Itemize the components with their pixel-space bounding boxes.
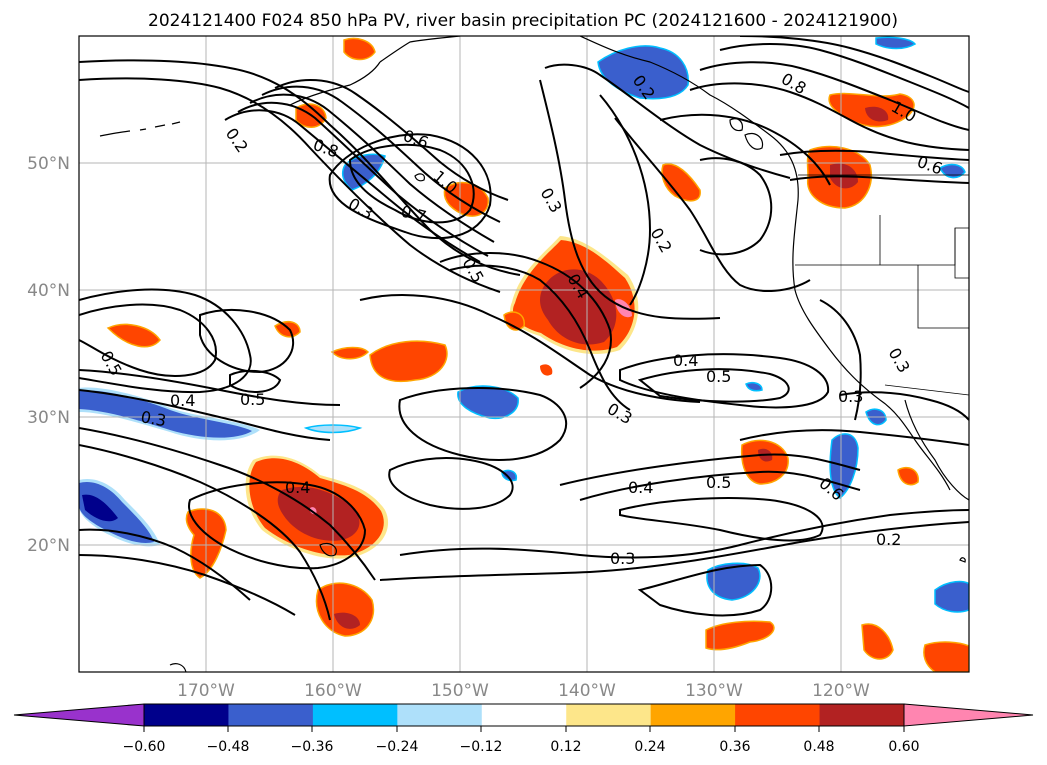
colorbar-segment xyxy=(312,704,398,726)
colorbar-label: 0.24 xyxy=(634,739,665,755)
precip-shading xyxy=(79,36,969,672)
precip-positive-area xyxy=(369,340,448,383)
map-frame xyxy=(78,35,970,673)
contour-label: 0.4 xyxy=(673,351,698,370)
contour-label: 0.4 xyxy=(628,478,653,497)
longitude-labels: 170°W 160°W 150°W 140°W 130°W 120°W xyxy=(177,681,870,701)
precip-negative-area xyxy=(875,36,917,50)
colorbar-label: 0.60 xyxy=(888,739,919,755)
precip-positive-area xyxy=(106,323,161,348)
map-background xyxy=(79,36,969,672)
pv-contours xyxy=(79,36,969,621)
colorbar-frame xyxy=(143,703,905,727)
colorbar-label: 0.12 xyxy=(550,739,581,755)
precip-positive-area xyxy=(865,106,889,122)
contour-label: 0.3 xyxy=(610,549,635,568)
colorbar-label: −0.36 xyxy=(291,739,334,755)
precip-positive-area xyxy=(923,641,969,672)
contour-label: 0.2 xyxy=(876,530,901,549)
colorbar-segment xyxy=(144,704,229,726)
colorbar-label: 0.48 xyxy=(803,739,834,755)
lon-label: 160°W xyxy=(304,681,362,701)
lat-label: 20°N xyxy=(27,536,70,556)
map-panel: 0.2 0.8 0.6 1.0 0.3 0.7 0.5 0.3 0.4 0.2 … xyxy=(78,35,970,673)
precip-positive-area xyxy=(861,623,894,660)
chart-title: 2024121400 F024 850 hPa PV, river basin … xyxy=(148,11,898,31)
precip-positive-area xyxy=(740,439,789,485)
colorbar-segment xyxy=(481,704,567,726)
precip-positive-area xyxy=(343,37,376,61)
coastlines xyxy=(99,36,969,672)
precip-negative-area xyxy=(82,494,118,522)
colorbar-label: 0.36 xyxy=(719,739,750,755)
colorbar-label: −0.48 xyxy=(207,739,250,755)
contour-label: 0.3 xyxy=(139,407,167,430)
colorbar-segment xyxy=(566,704,652,726)
colorbar-segment xyxy=(819,704,905,726)
contour-label: 0.3 xyxy=(838,387,863,406)
precip-negative-area xyxy=(934,580,969,613)
lon-label: 140°W xyxy=(558,681,616,701)
colorbar: −0.60 −0.48 −0.36 −0.24 −0.12 0.12 0.24 … xyxy=(13,703,1034,755)
contour-label: 0.5 xyxy=(706,367,731,386)
contour-label: 0.5 xyxy=(240,390,265,409)
precip-positive-area xyxy=(277,486,360,541)
precip-negative-area xyxy=(79,390,252,438)
precip-positive-area xyxy=(897,466,919,486)
precip-positive-area xyxy=(274,320,301,338)
precip-negative-area xyxy=(939,163,966,179)
colorbar-extend-max xyxy=(903,703,1034,727)
colorbar-label: −0.60 xyxy=(123,739,166,755)
political-borders xyxy=(795,174,969,396)
lat-label: 40°N xyxy=(27,281,70,301)
lat-label: 30°N xyxy=(27,408,70,428)
colorbar-segment xyxy=(228,704,314,726)
contour-label: 0.4 xyxy=(285,478,310,497)
precip-negative-area xyxy=(457,385,519,420)
contour-label: 0.5 xyxy=(706,473,731,492)
precip-positive-area xyxy=(661,163,701,202)
lat-label: 50°N xyxy=(27,154,70,174)
colorbar-segment xyxy=(397,704,483,726)
latitude-labels: 50°N 40°N 30°N 20°N xyxy=(27,154,70,556)
precip-positive-area xyxy=(334,612,360,629)
contour-label: 0.4 xyxy=(170,391,195,410)
colorbar-label: −0.12 xyxy=(460,739,503,755)
precip-positive-area xyxy=(540,364,553,376)
lon-label: 120°W xyxy=(812,681,870,701)
lon-label: 150°W xyxy=(431,681,489,701)
precip-negative-area xyxy=(706,562,761,601)
colorbar-extend-min xyxy=(13,703,145,727)
colorbar-label: −0.24 xyxy=(376,739,419,755)
colorbar-segment xyxy=(735,704,821,726)
precip-negative-area xyxy=(79,481,154,543)
lon-label: 130°W xyxy=(685,681,743,701)
lon-label: 170°W xyxy=(177,681,235,701)
colorbar-segment xyxy=(650,704,736,726)
precip-positive-area xyxy=(503,311,525,331)
precip-negative-area xyxy=(745,381,763,392)
precip-positive-area xyxy=(705,620,775,651)
precip-positive-area xyxy=(330,346,370,360)
